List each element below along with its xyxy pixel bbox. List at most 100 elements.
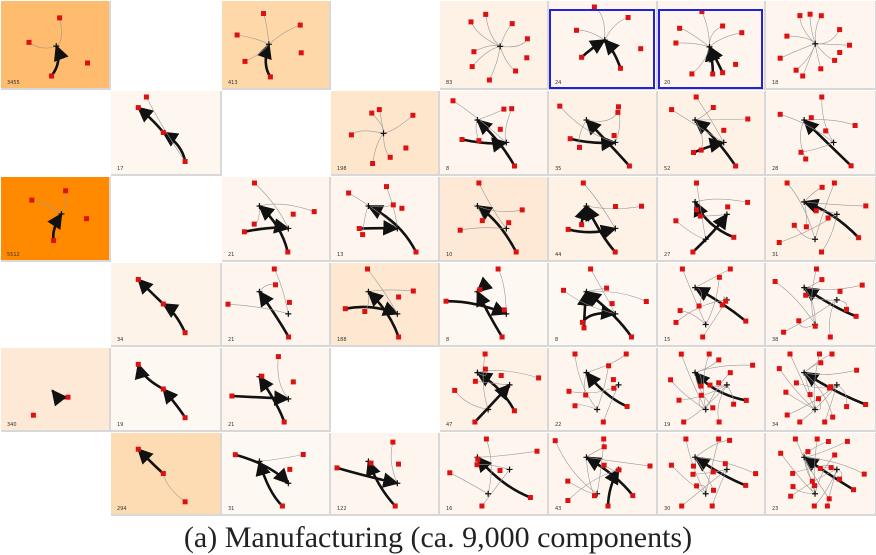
component-node: [57, 15, 63, 21]
edge: [804, 441, 848, 458]
grid-cell[interactable]: [1, 263, 109, 345]
grid-cell[interactable]: 413: [222, 1, 331, 90]
grid-cell[interactable]: 21: [222, 177, 331, 262]
grid-cell[interactable]: 16: [440, 433, 549, 516]
component-graph: [776, 180, 869, 255]
component-node: [160, 301, 166, 307]
grid-cell[interactable]: 43: [549, 433, 658, 516]
component-node: [812, 323, 818, 329]
grid-cell[interactable]: 21: [222, 263, 331, 347]
component-graph: [772, 266, 865, 340]
hub-marker: [285, 395, 292, 402]
component-node: [311, 209, 317, 215]
component-node: [803, 224, 809, 230]
grid-cell[interactable]: [111, 177, 220, 260]
grid-cell[interactable]: 47: [440, 348, 549, 432]
grid-cell[interactable]: 34: [766, 348, 876, 432]
grid-cell[interactable]: 44: [549, 177, 658, 262]
grid-cell[interactable]: [1, 91, 109, 174]
grid-cell[interactable]: 22: [549, 348, 658, 432]
grid-cell[interactable]: 23: [766, 433, 876, 516]
component-node: [790, 484, 796, 490]
component-node: [552, 438, 558, 444]
edge: [701, 11, 710, 47]
grid-cell[interactable]: 27: [658, 177, 766, 262]
grid-cell[interactable]: 19: [111, 348, 222, 432]
edge: [477, 450, 538, 458]
grid-cell[interactable]: [222, 91, 329, 174]
heavy-edge: [802, 371, 867, 406]
cell-count-label: 24: [555, 80, 562, 86]
edge: [254, 205, 260, 225]
grid-cell[interactable]: [1, 433, 109, 514]
component-node: [630, 493, 636, 499]
grid-cell[interactable]: [111, 1, 220, 88]
grid-cell[interactable]: 18: [766, 1, 876, 90]
component-node: [579, 54, 585, 60]
grid-cell[interactable]: 3455: [1, 1, 111, 90]
grid-cell[interactable]: 188: [331, 263, 440, 347]
component-node: [638, 46, 644, 52]
component-node: [84, 216, 90, 222]
grid-cell[interactable]: 21: [222, 348, 331, 432]
grid-cell[interactable]: 10: [440, 177, 549, 262]
grid-cell[interactable]: 340: [1, 348, 111, 432]
grid-cell[interactable]: 8: [549, 263, 658, 347]
grid-cell[interactable]: 31: [222, 433, 331, 516]
component-node: [290, 379, 296, 385]
grid-cell[interactable]: [331, 348, 438, 430]
grid-cell[interactable]: 28: [766, 91, 876, 176]
component-node: [639, 203, 644, 209]
grid-cell[interactable]: 8: [440, 263, 549, 347]
heavy-edge: [802, 118, 853, 167]
component-node: [673, 218, 679, 224]
grid-cell[interactable]: [331, 1, 438, 88]
grid-cell[interactable]: 5512: [1, 177, 111, 262]
grid-cell[interactable]: 15: [658, 263, 766, 347]
grid-cell[interactable]: 24: [549, 1, 658, 90]
component-node: [242, 58, 248, 64]
component-node: [698, 392, 704, 398]
component-node: [727, 266, 733, 272]
component-graph: [134, 361, 188, 421]
component-node: [673, 319, 679, 325]
grid-cell[interactable]: 19: [658, 348, 766, 432]
grid-cell[interactable]: 30: [658, 433, 766, 516]
grid-cell[interactable]: 34: [111, 263, 222, 347]
grid-cell[interactable]: 52: [658, 91, 766, 176]
component-graph: [552, 436, 653, 509]
edge: [696, 182, 706, 240]
component-node: [611, 133, 617, 138]
edge: [362, 205, 369, 235]
edge: [827, 469, 838, 507]
component-node: [808, 115, 814, 121]
grid-cell[interactable]: 83: [440, 1, 549, 90]
grid-cell[interactable]: 13: [331, 177, 440, 262]
heavy-edge: [567, 224, 617, 240]
component-node: [616, 104, 621, 110]
edge: [804, 457, 865, 475]
edge: [814, 469, 838, 507]
grid-cell[interactable]: 8: [440, 91, 549, 176]
edge: [368, 289, 414, 292]
edge: [811, 268, 817, 325]
component-node: [85, 60, 90, 66]
component-node: [812, 483, 817, 489]
cell-count-label: 34: [772, 422, 779, 428]
grid-cell[interactable]: 198: [331, 91, 440, 176]
grid-cell[interactable]: 20: [658, 1, 766, 90]
component-node: [844, 438, 850, 444]
edge: [583, 182, 616, 229]
grid-cell[interactable]: 38: [766, 263, 876, 347]
edge: [499, 46, 516, 72]
component-node: [285, 249, 291, 255]
grid-cell[interactable]: 35: [549, 91, 658, 176]
component-node: [803, 156, 809, 162]
edge: [705, 277, 720, 325]
grid-cell[interactable]: 31: [766, 177, 876, 262]
grid-cell[interactable]: 17: [111, 91, 222, 176]
edge: [576, 29, 605, 41]
grid-cell[interactable]: 122: [331, 433, 440, 516]
edge: [709, 25, 723, 47]
grid-cell[interactable]: 294: [111, 433, 222, 516]
